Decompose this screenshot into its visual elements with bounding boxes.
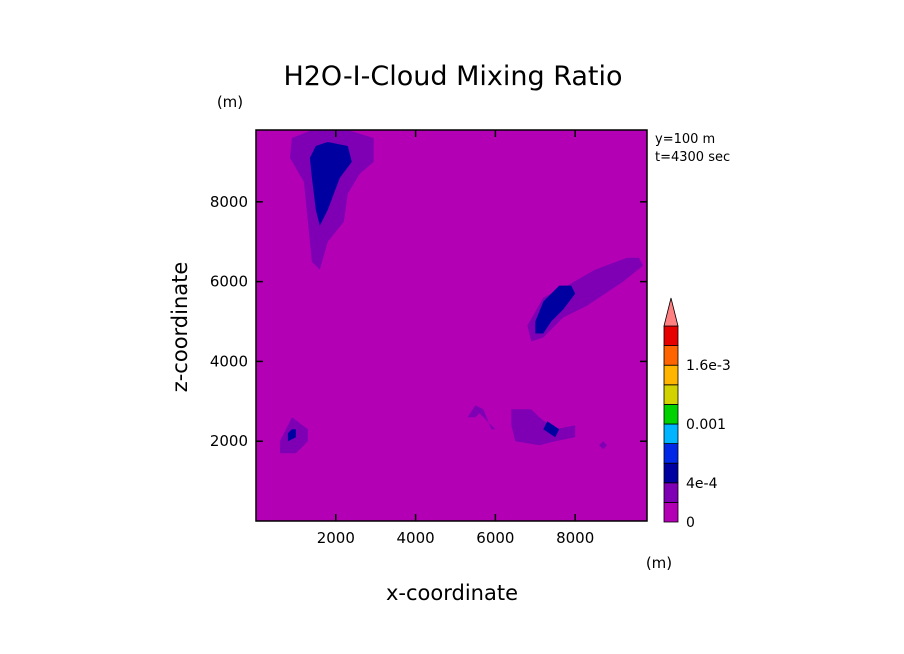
colorbar-label: 4e-4 — [686, 476, 718, 492]
contour-region-2 — [527, 257, 643, 342]
colorbar-label: 0.001 — [686, 417, 726, 433]
colorbar-extend-arrow — [663, 297, 679, 327]
x-tick-label: 4000 — [396, 529, 434, 547]
colorbar-swatch — [663, 345, 679, 366]
colorbar-swatch — [663, 325, 679, 347]
contour-region-3 — [535, 285, 576, 334]
colorbar-label: 0 — [686, 515, 695, 531]
colorbar-swatch — [663, 443, 679, 464]
y-axis-ticks: 2000 4000 6000 8000 — [210, 193, 647, 450]
x-axis-title: x-coordinate — [386, 581, 518, 605]
y-tick-label: 6000 — [210, 273, 248, 291]
colorbar-label: 1.6e-3 — [686, 358, 731, 374]
contour-region-9 — [599, 441, 608, 450]
y-tick-label: 2000 — [210, 432, 248, 450]
info-y-position: y=100 m — [655, 132, 715, 147]
colorbar-swatch — [663, 384, 679, 405]
contour-region-7 — [543, 421, 560, 438]
chart-title: H2O-I-Cloud Mixing Ratio — [283, 61, 622, 92]
contour-region-1 — [309, 142, 352, 226]
x-axis-ticks: 2000 4000 6000 8000 — [317, 130, 594, 547]
x-tick-label: 8000 — [556, 529, 594, 547]
colorbar-swatch — [663, 482, 679, 503]
y-tick-label: 8000 — [210, 193, 248, 211]
colorbar-swatch — [663, 462, 679, 484]
colorbar-swatch — [663, 501, 679, 523]
x-tick-label: 2000 — [317, 529, 355, 547]
colorbar-swatch — [663, 423, 679, 445]
colorbar: 0 4e-4 0.001 1.6e-3 — [663, 297, 731, 531]
x-axis-unit: (m) — [646, 554, 672, 572]
colorbar-swatch — [663, 403, 679, 425]
y-tick-label: 4000 — [210, 352, 248, 370]
contour-region-6 — [511, 409, 576, 446]
plot-frame — [255, 129, 648, 522]
y-axis-title: z-coordinate — [168, 262, 192, 393]
y-axis-unit: (m) — [217, 93, 243, 111]
x-tick-label: 6000 — [476, 529, 514, 547]
contour-region-8 — [467, 405, 496, 430]
colorbar-swatch — [663, 364, 679, 386]
info-time: t=4300 sec — [655, 150, 730, 165]
contour-region-5 — [287, 429, 296, 442]
plot-area — [255, 129, 648, 522]
